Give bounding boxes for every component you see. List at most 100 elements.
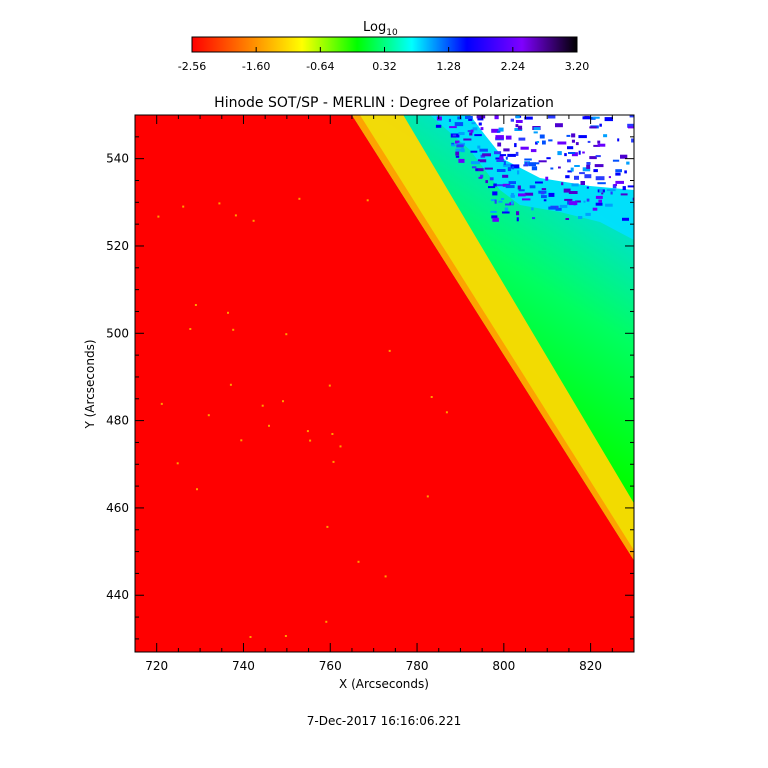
heatmap-speckle <box>495 157 501 160</box>
heatmap-speckle <box>593 144 600 147</box>
y-tick-label: 480 <box>106 414 129 428</box>
heatmap-speckle <box>627 185 634 188</box>
heatmap-speckle <box>478 122 482 126</box>
heatmap-speckle <box>578 216 583 219</box>
heatmap-speckle <box>507 167 512 172</box>
heatmap-speckle <box>592 116 600 119</box>
heatmap-speckle <box>570 167 574 172</box>
heatmap-speckle <box>541 188 547 191</box>
colorbar-tick-label: -2.56 <box>178 60 206 73</box>
heatmap-speckle <box>599 123 602 127</box>
heatmap-speckle <box>502 211 510 214</box>
heatmap-speckle <box>586 186 589 189</box>
heatmap-speckle <box>496 184 504 187</box>
heatmap-speckle <box>497 142 502 147</box>
plot-title: Hinode SOT/SP - MERLIN : Degree of Polar… <box>214 95 554 111</box>
heatmap-speckle <box>561 182 564 186</box>
x-tick-label: 780 <box>406 659 429 673</box>
heatmap-speckle <box>533 127 541 131</box>
heatmap-speckle <box>284 635 287 637</box>
heatmap-speckle <box>426 495 429 498</box>
heatmap-speckle <box>503 160 506 165</box>
heatmap-speckle <box>612 159 620 162</box>
heatmap-speckle <box>595 195 603 199</box>
heatmap-speckle <box>578 135 587 139</box>
heatmap-speckle <box>617 138 620 142</box>
heatmap-speckle <box>595 176 605 181</box>
heatmap-speckle <box>515 124 519 128</box>
heatmap-speckle <box>584 174 592 179</box>
heatmap-speckle <box>511 193 515 196</box>
y-tick-label: 440 <box>106 588 129 602</box>
heatmap-speckle <box>516 217 519 222</box>
heatmap-speckle <box>470 129 474 133</box>
heatmap-speckle <box>575 200 581 203</box>
heatmap-speckle <box>332 460 335 463</box>
heatmap-speckle <box>575 142 579 146</box>
heatmap-speckle <box>227 311 229 314</box>
heatmap-speckle <box>496 169 506 172</box>
y-tick-label: 520 <box>106 239 129 253</box>
heatmap-speckle <box>471 166 477 169</box>
heatmap-speckle <box>563 188 571 193</box>
heatmap-speckle <box>240 439 243 442</box>
heatmap-speckle <box>492 191 498 196</box>
heatmap-speckle <box>515 151 519 156</box>
heatmap-speckle <box>515 120 523 123</box>
heatmap-speckle <box>520 146 529 150</box>
heatmap-speckle <box>435 124 442 128</box>
heatmap-speckle <box>564 153 567 157</box>
heatmap-speckle <box>535 141 538 145</box>
heatmap-speckle <box>502 174 509 178</box>
heatmap-speckle <box>465 116 473 119</box>
heatmap-speckle <box>622 217 629 221</box>
heatmap-speckle <box>194 304 197 306</box>
heatmap-speckle <box>445 411 448 414</box>
heatmap-speckle <box>494 115 499 120</box>
heatmap-speckle <box>467 130 472 133</box>
heatmap-speckle <box>496 159 504 162</box>
heatmap-speckle <box>514 143 517 148</box>
heatmap-speckle <box>524 116 533 120</box>
heatmap-speckle <box>548 206 557 210</box>
heatmap-speckle <box>518 193 526 197</box>
heatmap-speckle <box>157 215 160 218</box>
heatmap-speckle <box>458 132 465 135</box>
heatmap-speckle <box>595 155 601 158</box>
heatmap-speckle <box>517 170 520 175</box>
heatmap-speckle <box>582 116 591 120</box>
heatmap-speckle <box>530 149 537 153</box>
heatmap-speckle <box>339 445 342 448</box>
heatmap-speckle <box>498 127 504 132</box>
heatmap-speckle <box>586 162 591 165</box>
heatmap-speckle <box>511 166 515 170</box>
heatmap-speckle <box>285 333 288 336</box>
heatmap-speckle <box>384 575 387 578</box>
heatmap-speckle <box>631 138 634 143</box>
heatmap-speckle <box>604 117 613 122</box>
heatmap-speckle <box>497 130 501 133</box>
heatmap-speckle <box>580 181 585 185</box>
heatmap-speckle <box>475 168 484 172</box>
heatmap-speckle <box>326 525 329 528</box>
heatmap-speckle <box>479 148 488 152</box>
heatmap-speckle <box>525 162 528 165</box>
colorbar-tick-label: 0.32 <box>372 60 397 73</box>
heatmap-speckle <box>232 328 235 331</box>
heatmap-speckle <box>430 396 433 398</box>
heatmap-speckle <box>490 210 497 213</box>
heatmap-speckle <box>555 207 562 211</box>
heatmap-speckle <box>498 200 503 203</box>
heatmap-speckle <box>477 145 481 149</box>
heatmap-speckle <box>574 175 579 180</box>
heatmap-speckle <box>505 185 515 189</box>
x-axis: 720 740 760 780 800 820 <box>134 115 635 673</box>
heatmap-speckle <box>451 144 456 147</box>
heatmap-speckle <box>229 383 232 386</box>
heatmap-speckle <box>550 167 554 170</box>
heatmap-speckle <box>593 169 598 173</box>
heatmap-speckle <box>491 128 499 133</box>
heatmap-region-limb-edge <box>351 115 634 561</box>
heatmap-speckle <box>518 137 526 141</box>
